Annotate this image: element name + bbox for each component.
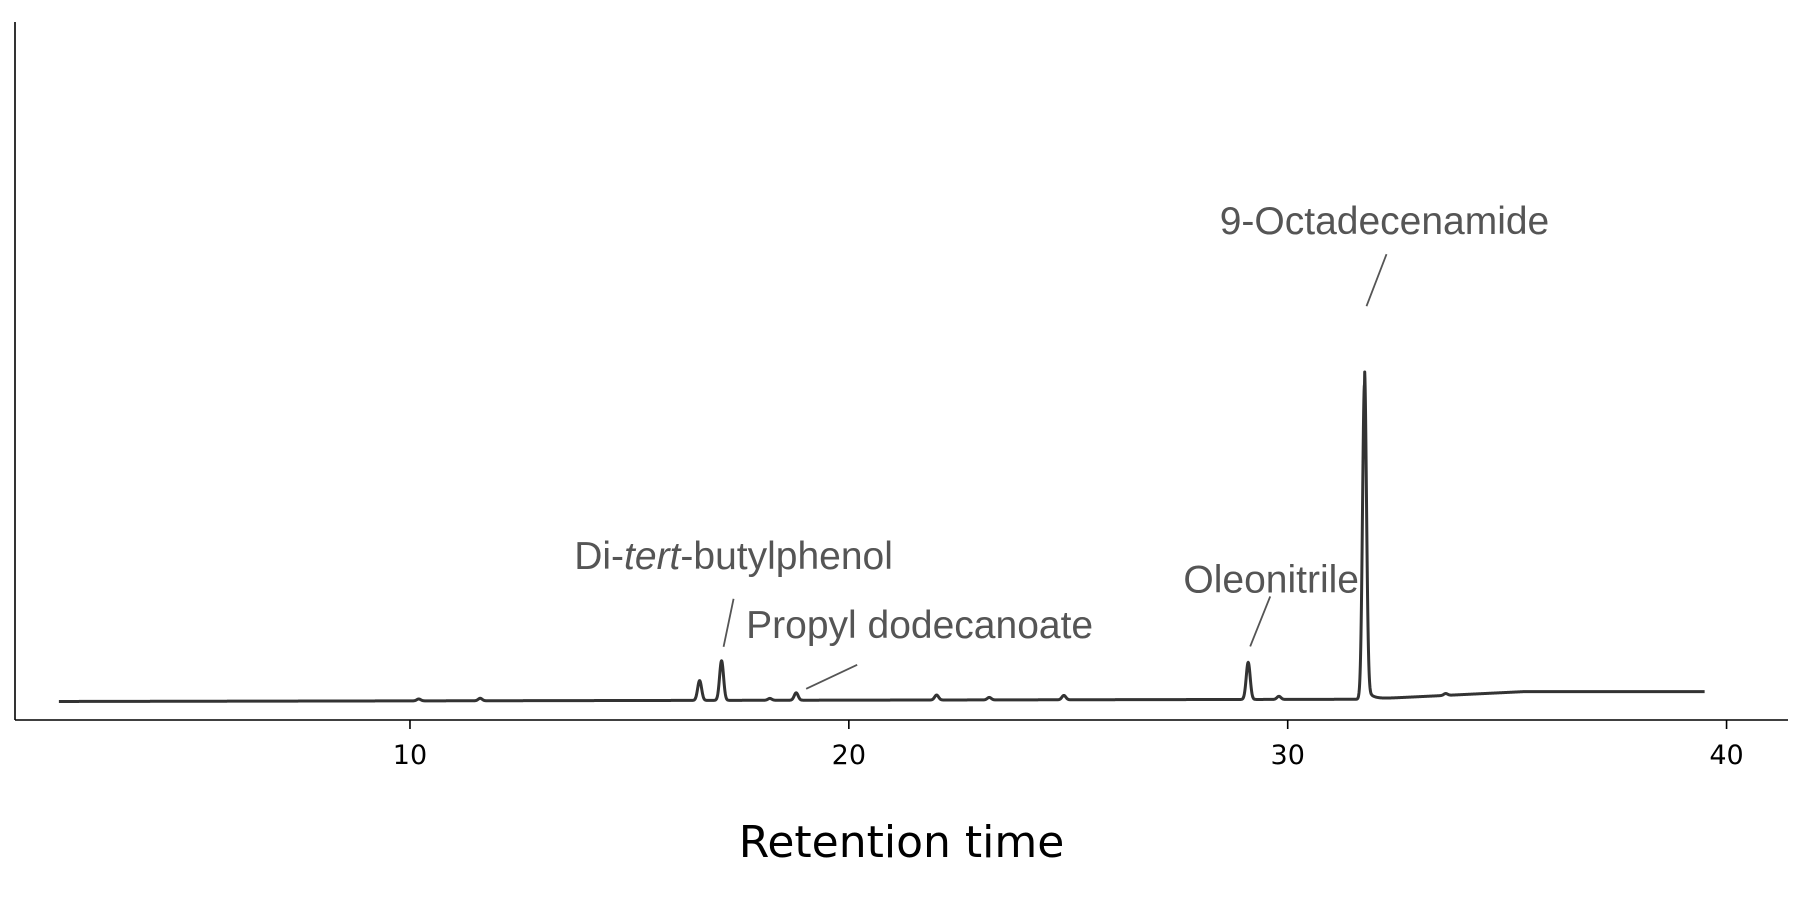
peak-label: Propyl dodecanoate <box>746 604 1093 647</box>
peak-label: 9-Octadecenamide <box>1220 200 1550 243</box>
annotation-leader-line <box>722 598 735 648</box>
x-tick-label: 30 <box>1271 740 1305 771</box>
x-tick-label: 20 <box>832 740 866 771</box>
peak-label: Di-tert-butylphenol <box>574 535 893 578</box>
x-axis-title: Retention time <box>739 817 1065 868</box>
x-axis-ticks: 10 20 30 40 <box>393 720 1744 771</box>
annotation-leader-line <box>1365 253 1388 307</box>
x-tick-label: 40 <box>1709 740 1743 771</box>
peak-annotations: Di-tert-butylphenol Propyl dodecanoate Ole… <box>574 200 1550 690</box>
annotation-leader-line <box>805 663 858 690</box>
annotation-leader-line <box>1249 596 1272 647</box>
chromatogram-trace <box>57 370 1706 703</box>
peak-label: Oleonitrile <box>1183 558 1359 601</box>
x-tick-label: 10 <box>393 740 427 771</box>
